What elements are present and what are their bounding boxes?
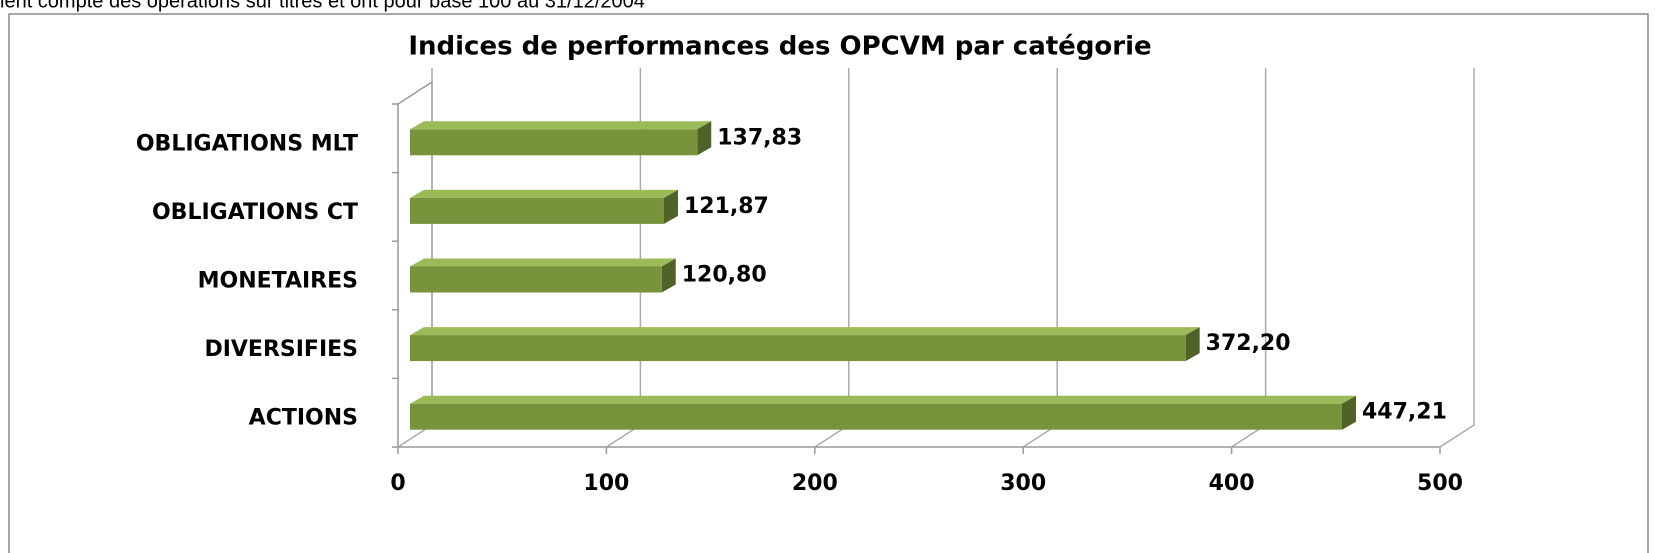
x-tick-label: 0 — [390, 471, 405, 496]
x-tick-label: 100 — [583, 471, 629, 496]
bar-top — [410, 327, 1200, 336]
x-tick-label: 300 — [1000, 471, 1046, 496]
bar-side — [1185, 327, 1200, 362]
grid-line — [1439, 68, 1475, 448]
bar-top — [410, 258, 676, 267]
value-label: 120,80 — [682, 263, 767, 288]
bar — [410, 266, 662, 293]
y-tick-label: ACTIONS — [249, 406, 358, 431]
bar-side — [661, 258, 676, 293]
bar-side — [697, 121, 712, 156]
chart-frame — [8, 13, 1649, 553]
bar-top — [410, 121, 712, 130]
value-label: 447,21 — [1362, 400, 1447, 425]
value-label: 372,20 — [1206, 331, 1291, 356]
bar-side — [663, 189, 678, 224]
bar — [410, 129, 698, 156]
value-label: 121,87 — [684, 194, 769, 219]
x-tick-label: 500 — [1417, 471, 1463, 496]
x-tick-label: 200 — [792, 471, 838, 496]
bar — [410, 403, 1342, 430]
caption: ient compte des opérations sur titres et… — [0, 0, 645, 12]
bar-top — [410, 395, 1356, 404]
bar — [410, 197, 664, 224]
y-tick-label: OBLIGATIONS CT — [152, 200, 358, 225]
value-label: 137,83 — [717, 125, 802, 150]
y-tick-label: OBLIGATIONS MLT — [136, 131, 358, 156]
y-tick-label: MONETAIRES — [198, 269, 358, 294]
bar — [410, 335, 1186, 362]
x-tick-label: 400 — [1209, 471, 1255, 496]
bar-top — [410, 189, 678, 198]
chart-title: Indices de performances des OPCVM par ca… — [408, 32, 1151, 62]
bar-side — [1341, 395, 1356, 430]
y-tick-label: DIVERSIFIES — [204, 337, 358, 362]
